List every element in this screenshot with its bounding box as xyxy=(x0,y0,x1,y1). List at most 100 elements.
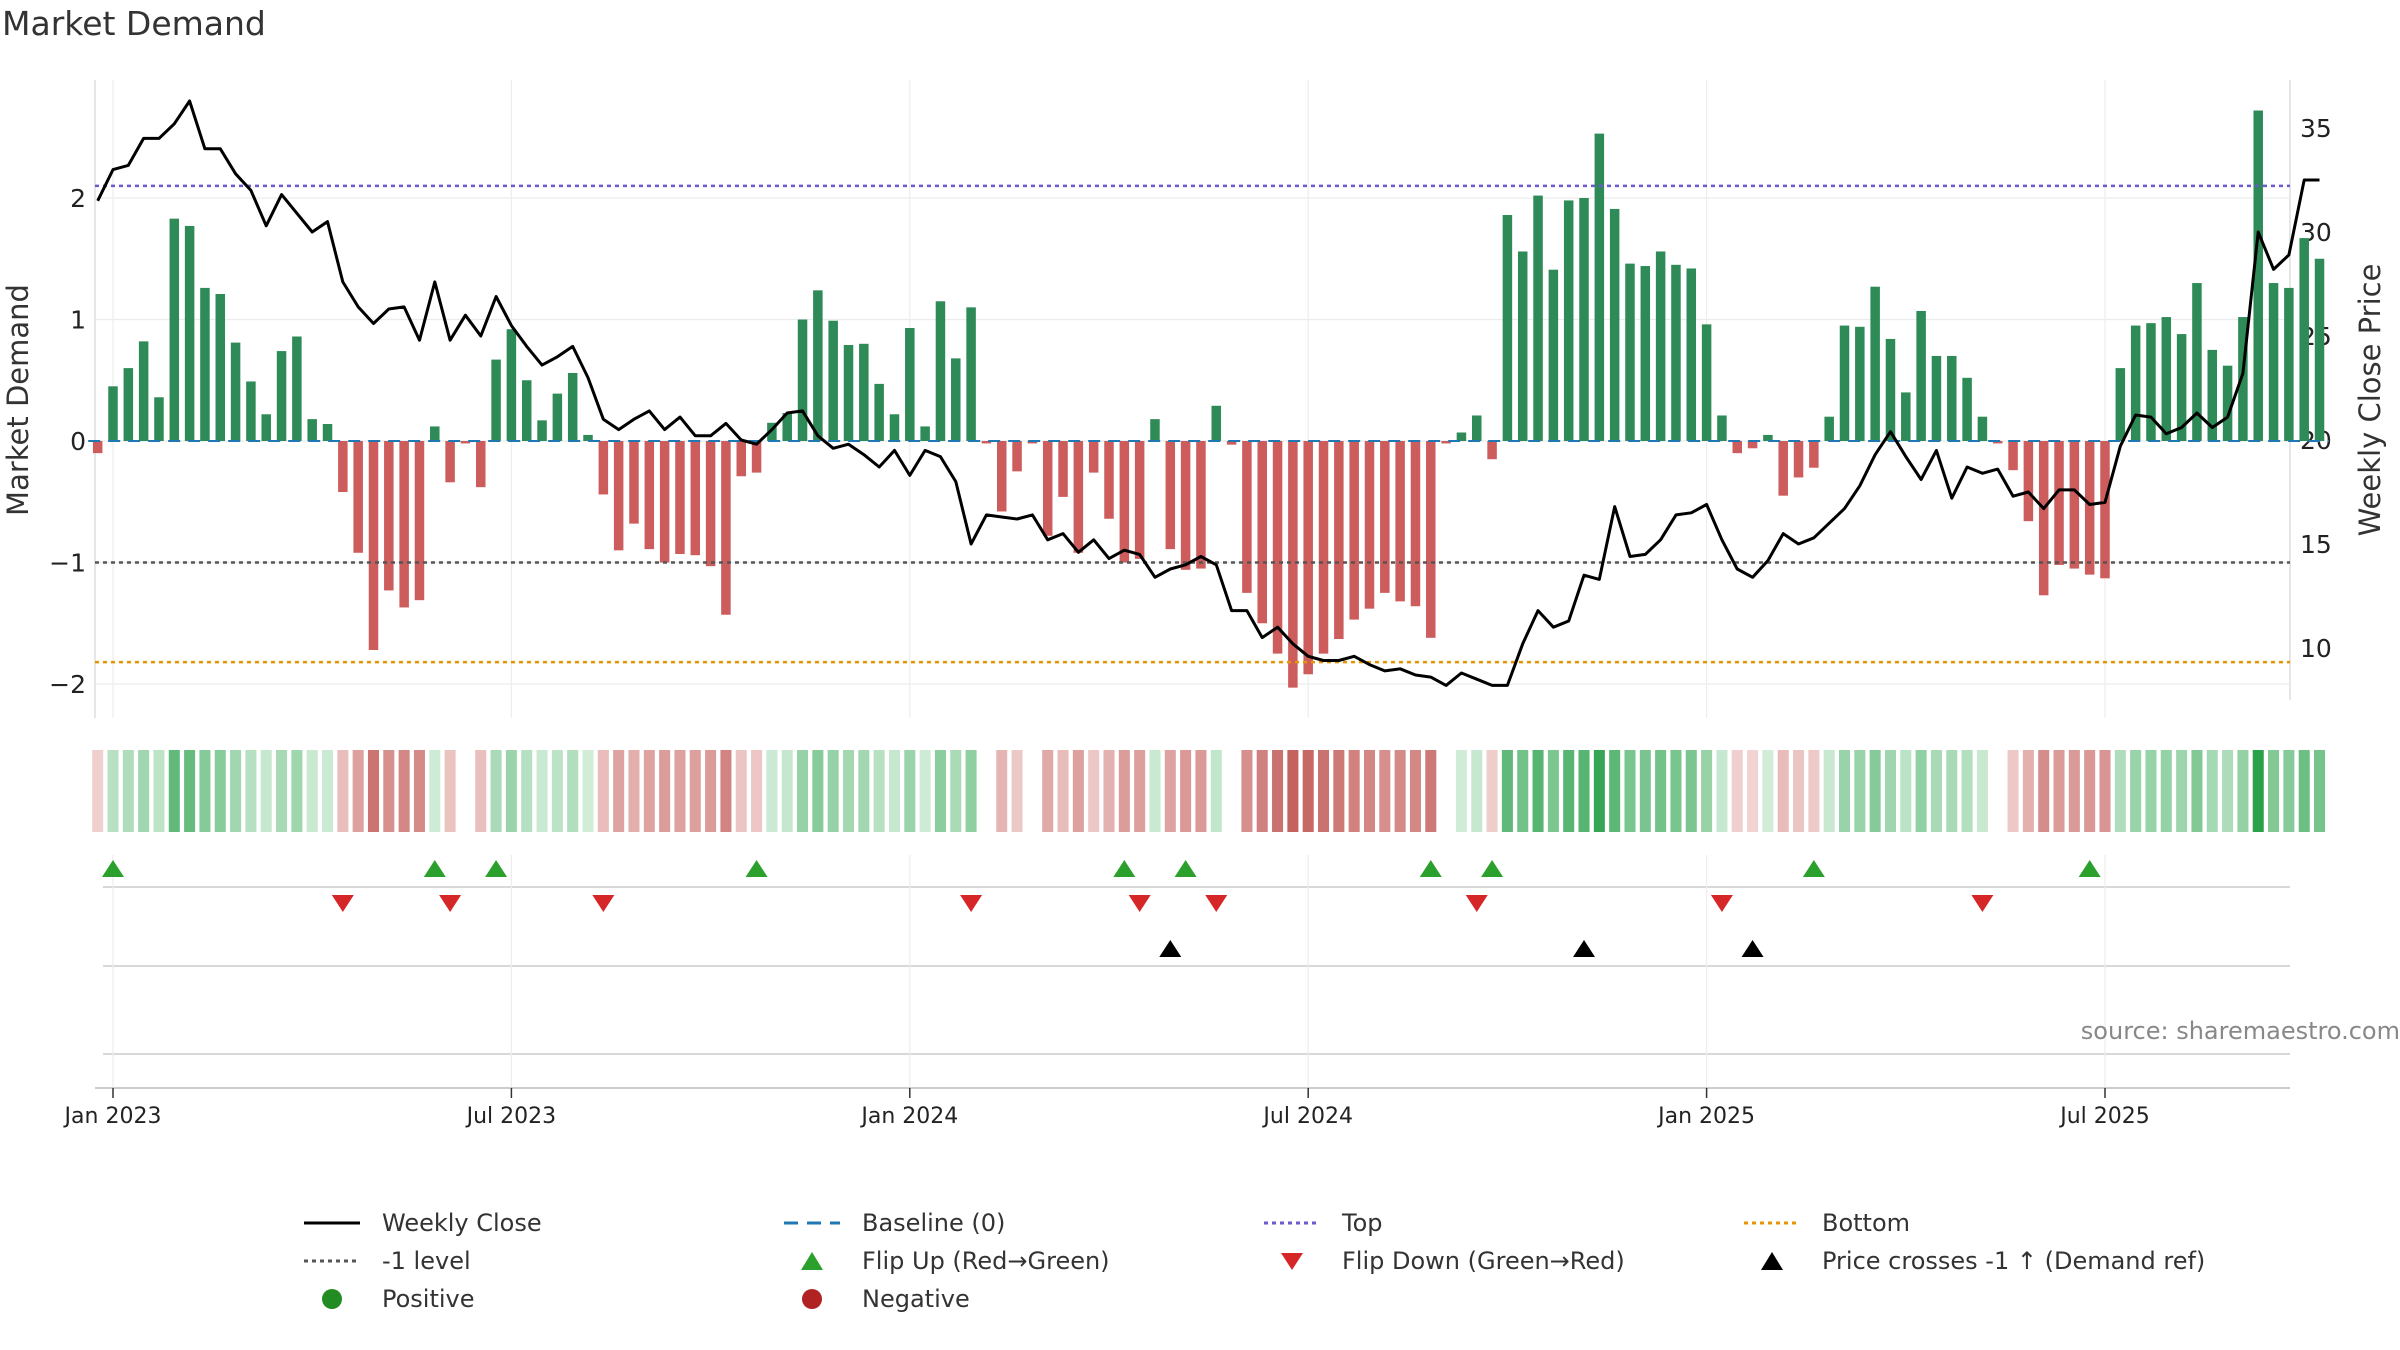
demand-bar xyxy=(874,383,884,441)
demand-bar xyxy=(1839,325,1850,441)
flip-up-marker xyxy=(1419,860,1442,877)
demand-bar xyxy=(2100,441,2110,579)
heat-cell xyxy=(1854,750,1866,832)
heat-cell xyxy=(996,750,1008,832)
demand-bar xyxy=(629,441,639,524)
flip-down-marker xyxy=(1465,895,1488,912)
demand-bar xyxy=(1058,441,1068,497)
heat-cell xyxy=(1042,750,1054,832)
demand-bar xyxy=(1793,441,1804,478)
legend-label: Baseline (0) xyxy=(862,1209,1006,1237)
demand-bar xyxy=(1747,441,1758,449)
legend-minus1: -1 level xyxy=(300,1243,471,1279)
heat-cell xyxy=(2130,750,2142,832)
x-tick-label: Jul 2025 xyxy=(2058,1104,2150,1129)
heat-cell xyxy=(2314,750,2326,832)
demand-bar xyxy=(583,434,593,441)
heat-cell xyxy=(827,750,839,832)
heat-cell xyxy=(2099,750,2111,832)
demand-bar xyxy=(1533,195,1543,441)
flip-down-marker xyxy=(960,895,983,912)
demand-bar xyxy=(1962,377,1972,441)
flip-up-marker xyxy=(2078,860,2101,877)
demand-bar xyxy=(1088,441,1099,473)
heat-cell xyxy=(1149,750,1161,832)
flip-up-marker xyxy=(423,860,446,877)
demand-bar xyxy=(1027,441,1038,444)
x-tick-label: Jul 2024 xyxy=(1261,1104,1353,1129)
demand-bar xyxy=(1671,264,1681,441)
demand-bar xyxy=(935,301,946,441)
demand-bar xyxy=(521,380,532,441)
heat-cell xyxy=(2252,750,2264,832)
demand-bar xyxy=(261,414,271,441)
y2-tick-label: 10 xyxy=(2300,634,2332,663)
demand-bar xyxy=(996,441,1007,512)
demand-bar xyxy=(276,351,287,441)
heat-cell xyxy=(199,750,211,832)
demand-bar xyxy=(2115,368,2126,441)
heat-cell xyxy=(521,750,533,832)
heat-cell xyxy=(107,750,119,832)
legend: Weekly Close Baseline (0) Top Bottom -1 … xyxy=(300,1205,2250,1325)
demand-bar xyxy=(1931,355,1942,441)
heat-cell xyxy=(1394,750,1406,832)
heat-cell xyxy=(1793,750,1805,832)
demand-bar xyxy=(2023,441,2034,522)
flip-up-marker xyxy=(1481,860,1504,877)
demand-bar xyxy=(322,423,333,441)
legend-baseline: Baseline (0) xyxy=(780,1205,1005,1241)
demand-bar xyxy=(552,393,563,441)
demand-bar xyxy=(1196,441,1206,569)
heat-cell xyxy=(536,750,548,832)
chart-title: Market Demand xyxy=(2,4,266,43)
demand-bar xyxy=(1334,441,1344,640)
demand-bar xyxy=(1349,441,1359,620)
demand-bar xyxy=(1073,441,1084,553)
heat-cell xyxy=(276,750,288,832)
demand-bar xyxy=(1809,441,1819,468)
heat-cell xyxy=(904,750,916,832)
y2-axis-title: Weekly Close Price xyxy=(2353,264,2387,537)
demand-bar xyxy=(1701,324,1712,441)
demand-bar xyxy=(2084,441,2095,575)
legend-swatch-top xyxy=(1264,1221,1320,1225)
demand-bar xyxy=(169,218,180,441)
heat-cell xyxy=(1563,750,1575,832)
demand-bar xyxy=(659,441,670,563)
heat-cell xyxy=(1409,750,1421,832)
demand-bar xyxy=(567,372,578,441)
demand-bar xyxy=(1763,434,1773,441)
demand-bar xyxy=(476,441,486,488)
x-tick-label: Jan 2023 xyxy=(63,1104,162,1129)
demand-bar xyxy=(2207,349,2218,441)
demand-bar xyxy=(1548,269,1559,441)
demand-bar xyxy=(506,329,517,441)
demand-bar xyxy=(721,441,731,615)
heat-cell xyxy=(2084,750,2096,832)
heat-cell xyxy=(306,750,318,832)
legend-label: Weekly Close xyxy=(382,1209,542,1237)
heat-cell xyxy=(1609,750,1621,832)
flip-up-marker xyxy=(102,860,124,877)
heat-cell xyxy=(2206,750,2218,832)
demand-bar xyxy=(1226,441,1237,445)
demand-bar xyxy=(200,287,210,441)
demand-bar xyxy=(1579,198,1589,441)
y-tick-label: −2 xyxy=(49,670,86,699)
heat-cell xyxy=(1088,750,1100,832)
demand-bar xyxy=(1426,441,1436,638)
x-tick-label: Jan 2024 xyxy=(859,1104,958,1129)
heat-cell xyxy=(888,750,900,832)
heat-cell xyxy=(260,750,272,832)
legend-positive: Positive xyxy=(300,1281,475,1317)
heat-cell xyxy=(184,750,196,832)
demand-bar xyxy=(767,422,777,441)
heat-cell xyxy=(751,750,763,832)
demand-bar xyxy=(1410,441,1421,607)
heat-cell xyxy=(2176,750,2188,832)
demand-bar xyxy=(981,441,992,444)
heat-cell xyxy=(1578,750,1590,832)
